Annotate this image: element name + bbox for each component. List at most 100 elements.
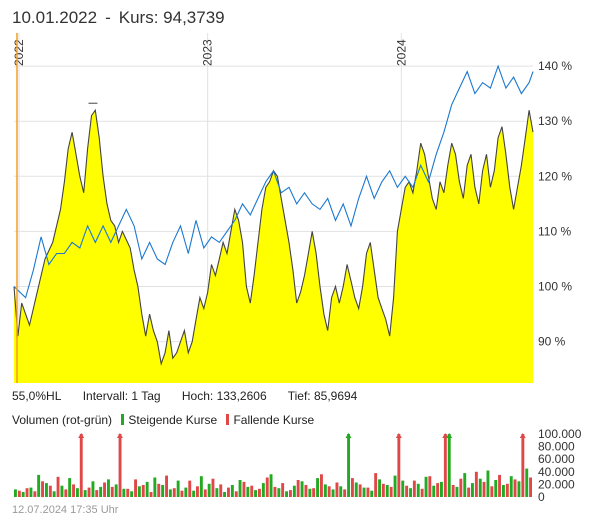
volume-bar-up xyxy=(416,483,420,497)
volume-bar-up xyxy=(424,476,428,497)
volume-bar-up xyxy=(107,479,110,497)
volume-overflow-arrow-icon xyxy=(78,433,85,438)
interval-value: Intervall: 1 Tag xyxy=(82,389,161,403)
volume-bar-up xyxy=(192,490,196,497)
legend-rising: Steigende Kurse xyxy=(121,413,217,427)
volume-bar-down xyxy=(351,478,354,497)
volume-bar-down xyxy=(149,492,153,497)
volume-bar-down xyxy=(203,489,207,497)
timestamp: 12.07.2024 17:35 Uhr xyxy=(12,504,119,516)
volume-bar-up xyxy=(238,480,242,497)
chart-header: 10.01.2022- Kurs: 94,3739 xyxy=(12,8,225,28)
volume-bar-down xyxy=(397,434,401,497)
volume-bar-down xyxy=(234,491,238,497)
y-tick-label: 100 % xyxy=(538,280,572,294)
volume-bar-up xyxy=(153,477,157,497)
volume-bar-up xyxy=(517,481,521,498)
volume-bar-up xyxy=(145,481,149,497)
volume-tick-label: 60.000 xyxy=(538,452,575,466)
volume-bar-up xyxy=(471,483,474,497)
hl-value: 55,0%HL xyxy=(12,389,62,403)
volume-bar-up xyxy=(246,486,250,497)
volume-legend-title: Volumen (rot-grün) xyxy=(12,413,113,427)
legend-falling-label: Fallende Kurse xyxy=(233,413,315,427)
volume-bar-down xyxy=(17,490,21,497)
benchmark-line xyxy=(13,64,534,299)
volume-overflow-arrow-icon xyxy=(116,433,123,438)
volume-bar-up xyxy=(261,483,265,497)
volume-bar-up xyxy=(308,488,312,497)
volume-bar-down xyxy=(110,486,114,497)
volume-bar-down xyxy=(405,485,409,497)
volume-bar-down xyxy=(250,485,254,497)
volume-bar-up xyxy=(83,490,87,497)
volume-bar-down xyxy=(41,481,44,498)
volume-bar-down xyxy=(374,473,378,497)
volume-bar-down xyxy=(343,489,347,497)
volume-bar-down xyxy=(258,488,261,497)
volume-bar-up xyxy=(76,488,79,497)
volume-bar-down xyxy=(265,477,269,497)
volume-overflow-arrow-icon xyxy=(519,433,526,438)
volume-bar-up xyxy=(45,483,48,497)
legend-falling: Fallende Kurse xyxy=(226,413,314,427)
volume-bar-up xyxy=(254,490,257,497)
falling-marker-icon xyxy=(226,414,230,425)
volume-bar-down xyxy=(312,488,316,497)
volume-bar-up xyxy=(323,484,327,497)
volume-bar-up xyxy=(347,434,350,497)
volume-bar-down xyxy=(289,490,292,497)
volume-bar-down xyxy=(165,475,168,497)
legend-rising-label: Steigende Kurse xyxy=(128,413,218,427)
y-tick-label: 120 % xyxy=(538,169,572,183)
stats-bar: 55,0%HL Intervall: 1 Tag Hoch: 133,2606 … xyxy=(12,389,375,403)
volume-bar-down xyxy=(242,481,246,497)
volume-bar-up xyxy=(509,476,513,497)
volume-bar-down xyxy=(118,434,122,497)
volume-bar-down xyxy=(72,484,75,497)
volume-bar-down xyxy=(436,483,440,497)
volume-bar-up xyxy=(130,491,134,497)
volume-bar-down xyxy=(211,478,215,497)
volume-bar-up xyxy=(393,475,397,497)
volume-bar-down xyxy=(327,486,331,497)
volume-bar-down xyxy=(358,484,362,497)
date-label: 10.01.2022 xyxy=(12,8,98,27)
x-tick-label: 2022 xyxy=(12,39,26,66)
volume-bar-down xyxy=(188,480,192,497)
volume-bar-up xyxy=(122,488,126,497)
volume-bar-up xyxy=(29,487,33,497)
volume-bar-up xyxy=(114,484,118,497)
volume-overflow-arrow-icon xyxy=(442,433,449,438)
volume-bar-up xyxy=(378,479,381,497)
volume-bar-up xyxy=(14,489,17,497)
volume-bar-down xyxy=(141,485,145,497)
rising-marker-icon xyxy=(121,414,125,425)
volume-bar-down xyxy=(103,482,106,497)
volume-bar-up xyxy=(68,478,72,497)
volume-bar-up xyxy=(168,489,172,497)
volume-bar-up xyxy=(331,489,335,497)
volume-bar-up xyxy=(269,474,273,497)
volume-bar-up xyxy=(199,476,203,497)
volume-tick-label: 100.000 xyxy=(538,427,582,441)
volume-bar-down xyxy=(25,488,29,497)
volume-bar-down xyxy=(56,476,60,497)
volume-bar-up xyxy=(99,486,103,497)
y-tick-label: 140 % xyxy=(538,59,572,73)
volume-bar-up xyxy=(409,488,412,497)
volume-bar-down xyxy=(180,490,184,497)
price-area xyxy=(14,110,533,383)
volume-bar-down xyxy=(443,434,447,497)
volume-bar-down xyxy=(467,487,471,497)
volume-bar-down xyxy=(196,486,199,497)
volume-bar-down xyxy=(134,479,137,497)
volume-bar-down xyxy=(428,476,432,497)
volume-bar-down xyxy=(505,483,509,497)
volume-bar-up xyxy=(300,481,304,498)
volume-bar-down xyxy=(273,486,277,497)
volume-bar-up xyxy=(285,491,288,497)
volume-bar-down xyxy=(529,477,532,497)
volume-bar-down xyxy=(95,490,99,497)
